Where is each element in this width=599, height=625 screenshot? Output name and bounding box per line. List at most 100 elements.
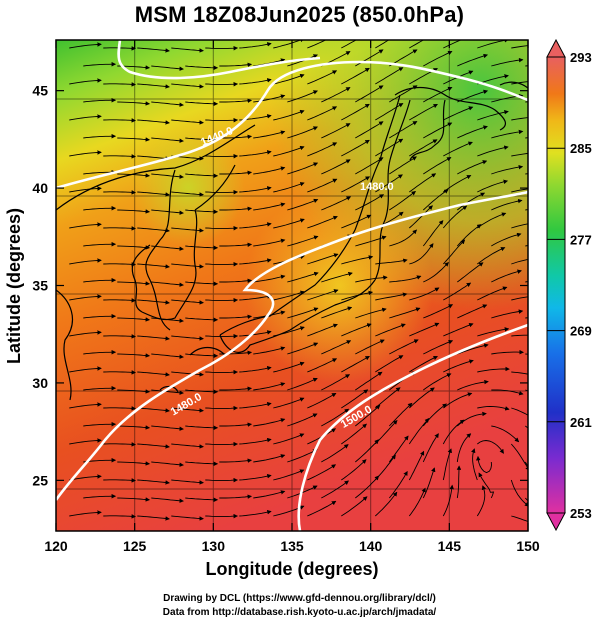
streamline (321, 87, 351, 103)
streamline (375, 67, 404, 85)
streamline (185, 497, 219, 503)
streamline (151, 245, 184, 251)
streamline (69, 402, 102, 409)
streamline (307, 40, 327, 49)
streamline (219, 314, 253, 319)
streamline (253, 94, 286, 103)
streamline (253, 418, 286, 427)
streamline (457, 304, 488, 319)
streamline (287, 198, 319, 211)
wind-streamlines (69, 40, 528, 522)
streamline (477, 212, 507, 229)
streamline (185, 461, 219, 467)
streamline (151, 101, 184, 107)
streamline (117, 209, 151, 214)
y-axis-ticks: 25 30 35 40 45 (32, 83, 528, 488)
streamline (341, 176, 371, 193)
streamline (103, 406, 137, 411)
streamline (423, 340, 454, 355)
x-tick-label: 135 (280, 538, 304, 554)
streamline (287, 235, 319, 247)
streamline (137, 47, 170, 53)
colorbar-tick-label: 293 (570, 50, 592, 65)
streamline (171, 335, 204, 341)
streamline (422, 189, 449, 211)
streamline (491, 389, 524, 396)
streamline (375, 292, 408, 301)
streamline (103, 298, 137, 303)
streamline (151, 497, 184, 503)
streamline (253, 130, 286, 139)
streamline (355, 307, 387, 319)
x-tick-label: 140 (359, 538, 383, 554)
streamline (388, 470, 408, 499)
streamline (511, 407, 528, 416)
streamline (457, 343, 489, 355)
map-title: MSM 18Z08Jun2025 (850.0hPa) (134, 2, 465, 27)
streamline (511, 296, 528, 301)
streamline (491, 232, 522, 247)
streamline (83, 205, 117, 211)
streamline (341, 255, 374, 265)
streamline (253, 490, 286, 499)
streamline (442, 205, 468, 229)
credit-line-2: Data from http://database.rish.kyoto-u.a… (162, 607, 437, 618)
streamline (253, 166, 286, 175)
streamline (475, 455, 492, 474)
streamline (273, 397, 305, 409)
streamline (510, 479, 528, 507)
streamline (442, 419, 465, 445)
streamline (409, 139, 438, 157)
streamline (69, 222, 102, 229)
streamline (341, 389, 369, 409)
streamline (422, 467, 436, 499)
streamline (477, 366, 510, 373)
colorbar: 293 285 277 269 261 253 (546, 38, 592, 532)
streamline (185, 389, 219, 395)
streamline (273, 361, 305, 373)
streamline (477, 440, 504, 454)
streamline (409, 205, 433, 229)
streamline (491, 425, 520, 443)
streamline (511, 515, 528, 522)
streamline (69, 114, 102, 121)
streamline (307, 393, 337, 409)
streamline (219, 98, 253, 103)
streamline (253, 346, 286, 355)
streamline (103, 226, 137, 231)
streamline (103, 442, 137, 447)
streamline (253, 274, 286, 283)
streamline (409, 322, 440, 337)
streamline (103, 478, 137, 483)
streamline (219, 62, 253, 67)
colorbar-tick-label: 269 (570, 324, 592, 339)
streamline (137, 227, 170, 233)
streamline (375, 355, 404, 373)
streamline (151, 353, 184, 359)
streamline (307, 142, 338, 157)
credit-line-1: Drawing by DCL (https://www.gfd-dennou.o… (163, 593, 436, 604)
streamline (375, 323, 406, 337)
streamline (478, 472, 495, 499)
streamline (409, 243, 434, 265)
streamline (171, 119, 204, 125)
streamline (389, 307, 421, 319)
colorbar-max-triangle (546, 38, 566, 58)
streamline (321, 159, 351, 175)
streamline (456, 433, 472, 463)
streamline (117, 281, 151, 286)
streamline (117, 317, 151, 322)
streamline (422, 433, 439, 463)
streamline (69, 366, 102, 373)
streamline (341, 356, 370, 373)
streamline (69, 78, 102, 85)
streamline (341, 496, 368, 517)
streamline (457, 89, 489, 103)
streamline (185, 281, 219, 287)
streamline (103, 154, 137, 159)
streamline (83, 493, 117, 499)
streamline (185, 101, 219, 107)
streamline (443, 106, 474, 121)
streamline (511, 152, 528, 157)
